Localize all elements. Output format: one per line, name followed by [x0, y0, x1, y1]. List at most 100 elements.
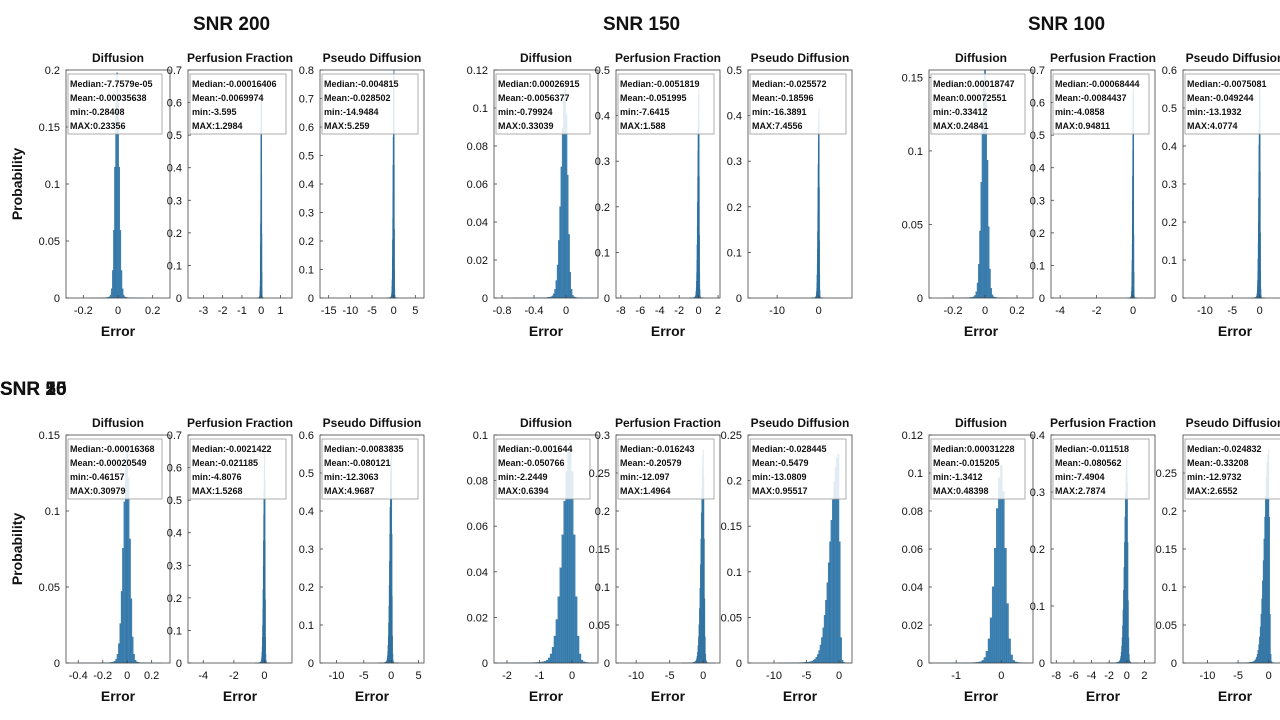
histogram-bar [991, 586, 995, 664]
stats-line: MAX:0.6394 [498, 486, 549, 496]
plot-frame [615, 69, 721, 299]
histogram-bar [986, 159, 989, 299]
y-tick-label: 0.25 [721, 430, 742, 442]
y-tick-label: 0.05 [589, 620, 610, 632]
x-axis-label: Error [651, 323, 686, 339]
x-tick-label: 1 [277, 305, 283, 317]
histogram-bar [565, 114, 568, 299]
histogram-bar [993, 547, 997, 664]
y-tick-label: 0.15 [721, 521, 742, 533]
x-tick-label: -5 [1227, 305, 1237, 317]
histogram-bar [556, 264, 559, 299]
x-tick-label: -0.4 [69, 670, 88, 682]
x-tick-label: -0.2 [93, 670, 112, 682]
y-tick-label: 0.5 [595, 65, 610, 77]
x-tick-label: -2 [229, 670, 239, 682]
x-tick-label: -10 [628, 670, 644, 682]
stats-box [67, 438, 163, 500]
stats-line: min:-2.2449 [498, 472, 548, 482]
y-tick-label: 0.04 [467, 567, 488, 579]
stats-line: min:-7.6415 [620, 107, 670, 117]
histogram-bars [777, 454, 853, 664]
stats-box [189, 73, 287, 135]
histogram-bar [553, 293, 555, 299]
snr-group-3: SNR 100 Diffusion 0 0.05 0.1 0.15 -0.2 0 0.2 Erro… [902, 14, 1280, 339]
y-tick-label: 0.3 [727, 156, 742, 168]
stats-line: Mean:-0.051995 [620, 93, 687, 103]
y-tick-label: 0.1 [595, 247, 610, 259]
stats-line: MAX:0.33039 [498, 121, 554, 131]
y-tick-label: 0 [54, 658, 60, 670]
plot-frame [747, 434, 853, 664]
histogram-bar [825, 600, 827, 664]
y-tick-label: 0.2 [595, 506, 610, 518]
panel-title: Diffusion [520, 416, 572, 430]
stats-box [1184, 438, 1280, 500]
stats-line: Median:0.00031228 [933, 444, 1015, 454]
stats-box [321, 73, 419, 135]
x-tick-label: 0.2 [144, 670, 159, 682]
histogram-bar [130, 598, 133, 664]
x-tick-label: -10 [769, 305, 785, 317]
histogram-bar [116, 654, 119, 664]
y-tick-label: 0.4 [167, 528, 182, 540]
y-tick-label: 0.3 [595, 430, 610, 442]
x-tick-label: -5 [367, 305, 377, 317]
histogram-bar [115, 658, 118, 664]
stats-line: Median:0.00018747 [933, 79, 1015, 89]
y-tick-label: 0 [176, 658, 182, 670]
y-tick-label: 0.1 [908, 146, 923, 158]
y-tick-label: 0.1 [45, 506, 60, 518]
histogram-bar [127, 477, 130, 664]
x-tick-label: -10 [328, 670, 344, 682]
y-tick-label: 0.06 [467, 179, 488, 191]
histogram-panel: Diffusion 0 0.05 0.1 0.15 0.2 -0.2 0 0.2 Error Pro… [9, 51, 171, 339]
panel-title: Pseudo Diffusion [751, 51, 850, 65]
y-tick-label: 0.05 [39, 582, 60, 594]
histogram-bar [553, 635, 557, 664]
stats-line: MAX:0.48398 [933, 486, 989, 496]
y-tick-label: 0.6 [299, 122, 314, 134]
y-tick-label: 0.1 [473, 103, 488, 115]
y-tick-label: 0.4 [1162, 141, 1177, 153]
stats-line: Median:-0.00016368 [70, 444, 155, 454]
histogram-bar [568, 234, 570, 299]
y-tick-label: 0.2 [1162, 506, 1177, 518]
y-tick-label: 0.6 [167, 463, 182, 475]
y-tick-label: 0.6 [299, 430, 314, 442]
stats-line: min:-7.4904 [1055, 472, 1105, 482]
stats-line: min:-14.9484 [324, 107, 379, 117]
histogram-bar [131, 636, 134, 664]
histogram-bar [129, 538, 131, 664]
x-tick-label: -5 [802, 670, 812, 682]
histogram-bar [122, 294, 125, 299]
stats-line: Mean:-0.021185 [192, 458, 258, 468]
stats-line: Median:-0.011518 [1055, 444, 1129, 454]
stats-line: Mean:0.00072551 [933, 93, 1007, 103]
y-tick-label: 0.1 [727, 247, 742, 259]
plot-frame [1050, 69, 1156, 299]
stats-line: Mean:-0.080121 [324, 458, 391, 468]
stats-line: min:-0.46157 [70, 472, 125, 482]
histogram-panel: Perfusion Fraction 0 0.05 0.1 0.15 0.2 0.25 0.3… [589, 416, 721, 704]
stats-line: Median:-0.024832 [1187, 444, 1262, 454]
stats-line: min:-13.0809 [752, 472, 807, 482]
plot-frame [65, 434, 171, 664]
x-tick-label: -5 [1233, 670, 1243, 682]
histogram-bar [114, 166, 116, 299]
y-tick-label: 0.12 [467, 65, 488, 77]
y-tick-label: 0.2 [167, 593, 182, 605]
histogram-bar [569, 272, 572, 299]
stats-line: Mean:-0.049244 [1187, 93, 1254, 103]
panel-title: Pseudo Diffusion [323, 51, 422, 65]
x-axis-label: Error [1218, 688, 1253, 704]
histogram-bar [1004, 547, 1007, 664]
y-tick-label: 0.3 [167, 560, 182, 572]
histogram-bars [810, 108, 824, 299]
histogram-bar [826, 582, 829, 664]
x-tick-label: 0 [836, 670, 842, 682]
y-tick-label: 0.02 [467, 612, 488, 624]
y-axis-label: Probability [9, 148, 25, 221]
stats-line: min:-13.1932 [1187, 107, 1242, 117]
x-tick-label: 0 [124, 670, 130, 682]
